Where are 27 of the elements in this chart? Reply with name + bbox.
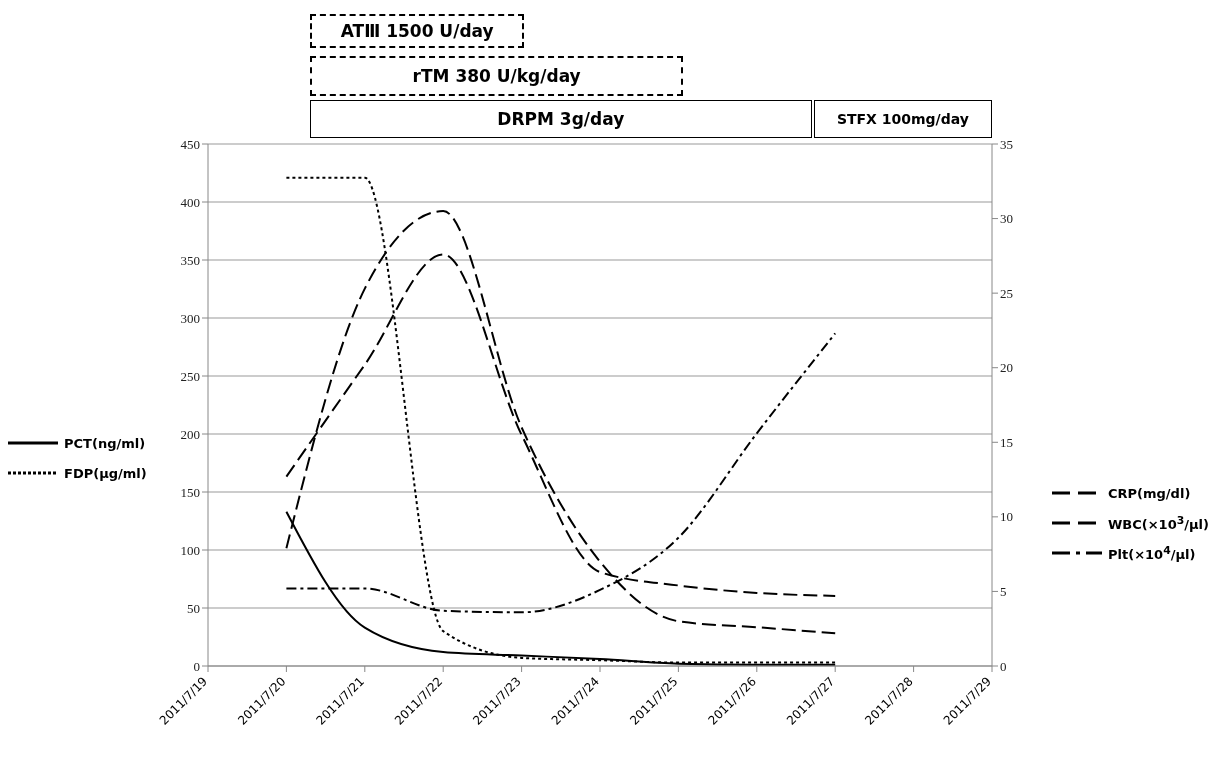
legend-label: WBC(×10$^{3}$/μl) <box>1108 513 1209 533</box>
legend-label: CRP(mg/dl) <box>1108 485 1191 501</box>
y2-tick-label: 35 <box>1000 136 1013 152</box>
y2-tick-label: 15 <box>1000 434 1013 450</box>
y-tick-label: 350 <box>180 252 200 268</box>
legend-label: Plt(×10$^{4}$/μl) <box>1108 543 1196 563</box>
y-tick-label: 100 <box>180 542 200 558</box>
text: DRPM 3g/day <box>309 100 812 138</box>
text: STFX 100mg/day <box>813 100 992 138</box>
y-tick-label: 200 <box>180 426 200 442</box>
y2-tick-label: 5 <box>1000 584 1007 600</box>
y2-tick-label: 10 <box>1000 509 1013 525</box>
y-tick-label: 400 <box>180 194 200 210</box>
text: rTM 380 U/kg/day <box>309 56 684 96</box>
legend-label: PCT(ng/ml) <box>64 435 146 451</box>
y2-tick-label: 20 <box>1000 360 1013 376</box>
y-tick-label: 0 <box>193 658 200 674</box>
y-tick-label: 250 <box>180 368 200 384</box>
y2-tick-label: 25 <box>1000 285 1013 301</box>
y-tick-label: 150 <box>180 484 200 500</box>
legend-label: FDP(μg/ml) <box>64 465 147 481</box>
y-tick-label: 50 <box>187 600 200 616</box>
y2-tick-label: 0 <box>1000 658 1007 674</box>
y2-tick-label: 30 <box>1000 211 1013 227</box>
y-tick-label: 450 <box>180 136 200 152</box>
y-tick-label: 300 <box>180 310 200 326</box>
text: ATⅢ 1500 U/day <box>309 14 525 48</box>
